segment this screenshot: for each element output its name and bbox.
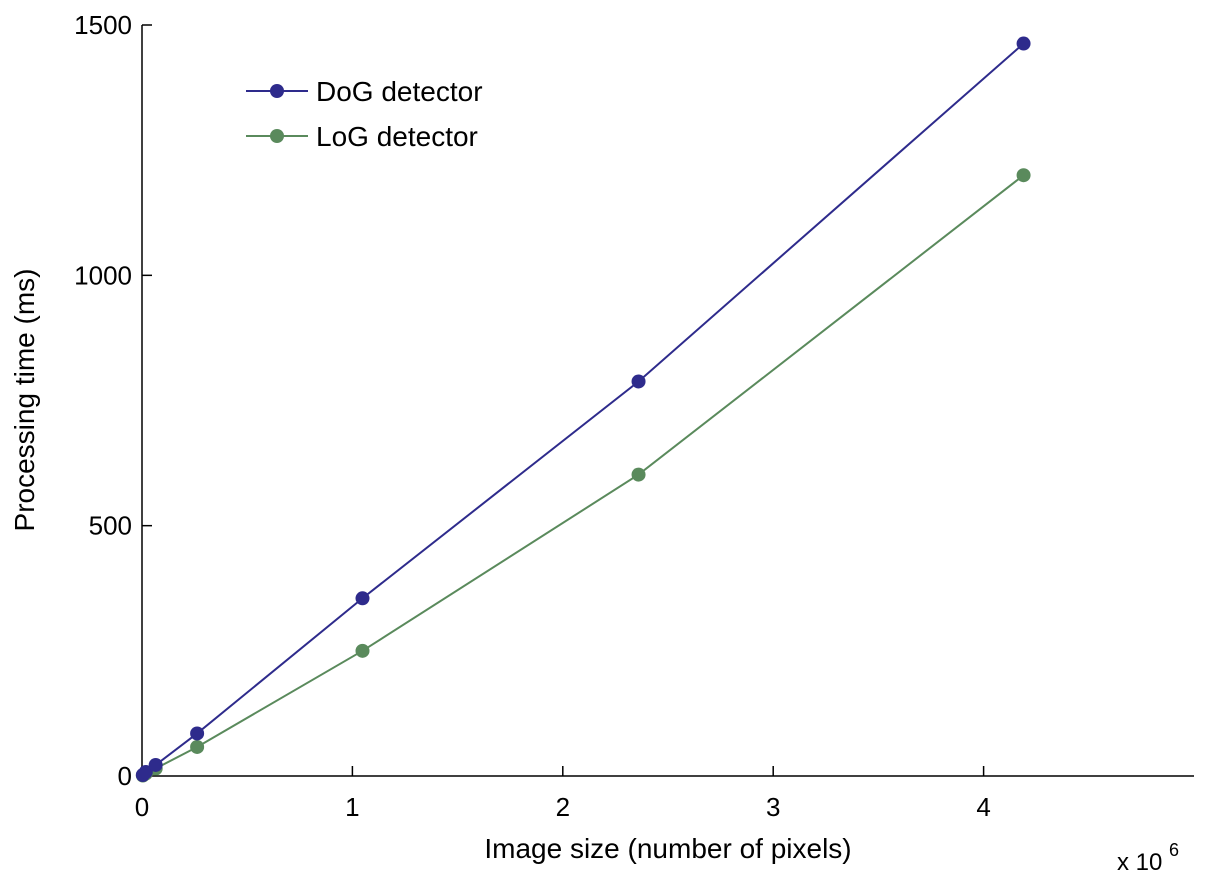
x-multiplier-exponent: 6: [1169, 840, 1179, 860]
legend: DoG detector LoG detector: [246, 76, 483, 152]
y-tick-label: 500: [89, 511, 132, 541]
y-axis-label: Processing time (ms): [9, 269, 40, 532]
data-point-dog-detector: [1016, 36, 1031, 51]
y-tick-label: 1500: [74, 10, 132, 40]
series-line-dog-detector: [142, 42, 1025, 776]
x-ticks: 0 1 2 3 4: [135, 766, 991, 822]
data-point-log-detector: [1016, 168, 1031, 183]
data-point-dog-detector: [631, 374, 646, 389]
data-point-dog-detector: [138, 764, 153, 779]
legend-label: DoG detector: [316, 76, 483, 107]
y-tick-label: 1000: [74, 260, 132, 290]
x-tick-label: 0: [135, 792, 149, 822]
legend-marker: [270, 129, 284, 143]
axes: [141, 25, 1194, 777]
x-tick-label: 2: [556, 792, 570, 822]
x-axis-label: Image size (number of pixels): [484, 833, 851, 864]
data-point-dog-detector: [148, 757, 163, 772]
legend-item-dog-detector: DoG detector: [246, 76, 483, 107]
x-multiplier-base: x 10: [1117, 849, 1162, 876]
data-point-log-detector: [355, 643, 370, 658]
data-point-dog-detector: [355, 591, 370, 606]
data-point-dog-detector: [190, 726, 205, 741]
series-line-log-detector: [142, 174, 1025, 777]
x-tick-label: 3: [766, 792, 780, 822]
legend-marker: [270, 84, 284, 98]
series-log-detector: [135, 168, 1031, 783]
x-multiplier-label: x 10 6: [1117, 840, 1179, 876]
legend-item-log-detector: LoG detector: [246, 121, 478, 152]
x-tick-label: 1: [345, 792, 359, 822]
legend-label: LoG detector: [316, 121, 478, 152]
y-tick-label: 0: [118, 761, 132, 791]
data-point-log-detector: [631, 467, 646, 482]
y-ticks: 0 500 1000 1500: [74, 10, 152, 791]
series-dog-detector: [135, 36, 1031, 782]
x-tick-label: 4: [976, 792, 990, 822]
data-point-log-detector: [190, 739, 205, 754]
series-layer: [135, 36, 1031, 783]
